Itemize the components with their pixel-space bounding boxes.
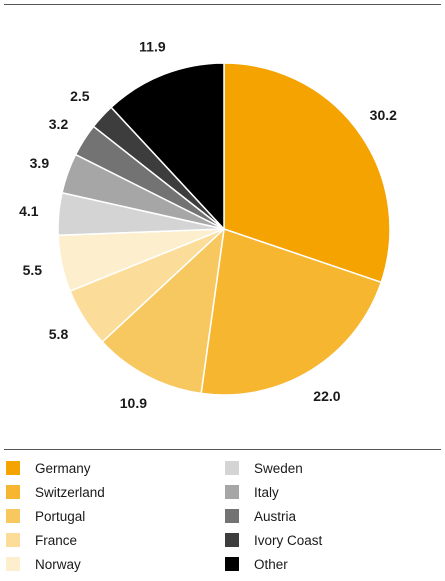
legend-item-germany: Germany [6, 460, 91, 476]
legend-item-other: Other [225, 556, 288, 572]
pie-value-label: 3.9 [30, 155, 50, 171]
top-rule [4, 4, 441, 5]
legend-swatch [6, 533, 20, 547]
pie-slice-germany [223, 62, 391, 284]
pie-slices [57, 62, 391, 396]
legend-swatch [225, 533, 239, 547]
pie-value-label: 10.9 [120, 395, 147, 411]
legend-label: Other [254, 556, 288, 572]
legend-swatch [225, 557, 239, 571]
legend-swatch [225, 461, 239, 475]
legend-swatch [225, 509, 239, 523]
legend-label: Sweden [254, 460, 303, 476]
legend-label: Italy [254, 484, 279, 500]
legend-swatch [6, 509, 20, 523]
legend-item-norway: Norway [6, 556, 81, 572]
legend-swatch [225, 485, 239, 499]
pie-slice-switzerland [200, 228, 382, 396]
legend: Germany Switzerland Portugal France Norw… [6, 460, 436, 575]
pie-value-label: 5.5 [23, 262, 43, 278]
pie-value-label: 2.5 [70, 88, 90, 104]
pie-slice-other [110, 62, 225, 230]
legend-item-ivory-coast: Ivory Coast [225, 532, 322, 548]
pie-value-label: 30.2 [370, 107, 397, 123]
legend-swatch [6, 557, 20, 571]
legend-item-italy: Italy [225, 484, 279, 500]
legend-rule [4, 449, 441, 450]
legend-label: Ivory Coast [254, 532, 323, 548]
pie-value-label: 11.9 [139, 39, 166, 55]
pie-slice-portugal [101, 228, 225, 395]
legend-label: Portugal [35, 508, 86, 524]
pie-value-label: 22.0 [313, 388, 340, 404]
legend-item-switzerland: Switzerland [6, 484, 105, 500]
legend-item-austria: Austria [225, 508, 296, 524]
legend-swatch [6, 485, 20, 499]
legend-item-portugal: Portugal [6, 508, 85, 524]
legend-item-sweden: Sweden [225, 460, 303, 476]
legend-label: Switzerland [35, 484, 105, 500]
pie-value-label: 5.8 [49, 326, 69, 342]
legend-label: France [35, 532, 78, 548]
pie-value-labels: 30.2 22.0 10.9 5.8 5.5 4.1 3.9 3.22.5 11.9 [19, 39, 397, 411]
legend-label: Austria [254, 508, 297, 524]
pie-value-label: 4.1 [19, 203, 39, 219]
legend-label: Norway [35, 556, 81, 572]
legend-item-france: France [6, 532, 77, 548]
pie-value-label: 3.2 [49, 116, 69, 132]
legend-swatch [6, 461, 20, 475]
legend-label: Germany [35, 460, 91, 476]
pie-chart: 30.2 22.0 10.9 5.8 5.5 4.1 3.9 3.22.5 11.9 [19, 39, 397, 411]
